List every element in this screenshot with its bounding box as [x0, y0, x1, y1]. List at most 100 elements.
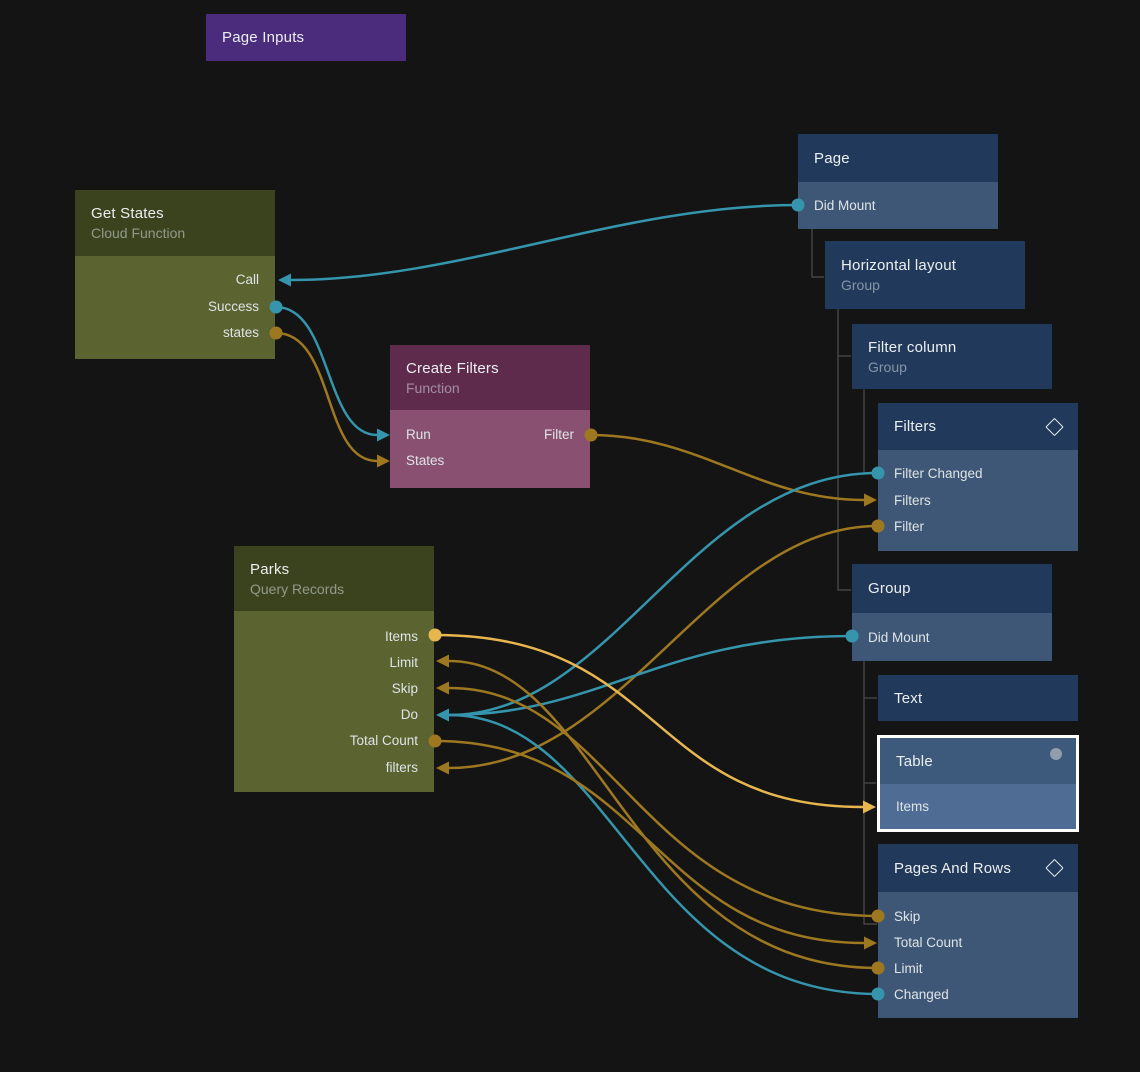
port-arrow-parks-skip[interactable]	[436, 681, 449, 695]
node-title: Filter column	[868, 338, 957, 356]
port-arrow-parks-do[interactable]	[436, 708, 449, 722]
port-label: Total Count	[349, 733, 418, 749]
node-get-states[interactable]: Get States Cloud Function Call Success s…	[75, 190, 275, 360]
port-parks-skip[interactable]: Skip	[234, 675, 434, 701]
port-arrow-table-items[interactable]	[863, 800, 876, 814]
node-page[interactable]: Page Did Mount	[798, 134, 998, 229]
port-dot-getstates-states[interactable]	[269, 326, 283, 340]
node-table[interactable]: Table Items	[880, 738, 1076, 829]
port-dot-pagesandrows-limit[interactable]	[871, 961, 885, 975]
port-output-dots	[269, 198, 885, 1001]
node-header: Page Inputs	[206, 14, 406, 61]
wire-pagesandrows-skip-to-parks-skip[interactable]	[448, 686, 879, 918]
tree-line-group-to-pages-and-rows	[863, 661, 877, 925]
port-parks-do[interactable]: Do	[234, 702, 434, 728]
wire-page-didmount-to-getstates-call[interactable]	[290, 203, 799, 282]
node-text[interactable]: Text	[878, 675, 1078, 721]
port-dot-getstates-success[interactable]	[269, 300, 283, 314]
port-pages-total-count[interactable]: Total Count	[878, 929, 1078, 955]
port-filters-filter-out[interactable]: Filter	[878, 514, 1078, 541]
port-pages-changed[interactable]: Changed	[878, 981, 1078, 1007]
port-arrow-createfilters-states[interactable]	[377, 454, 390, 468]
port-page-did-mount[interactable]: Did Mount	[798, 182, 998, 229]
port-dot-group-didmount[interactable]	[845, 629, 859, 643]
node-filter-column[interactable]: Filter column Group	[852, 324, 1052, 389]
port-parks-filters[interactable]: filters	[234, 754, 434, 780]
port-arrow-createfilters-run[interactable]	[377, 428, 390, 442]
port-get-states-states[interactable]: states	[75, 320, 275, 347]
port-label: Limit	[894, 960, 923, 976]
port-group-did-mount[interactable]: Did Mount	[852, 613, 1052, 661]
wire-createfilters-filter-to-filters-filters[interactable]	[590, 433, 865, 502]
node-header: Filters	[878, 403, 1078, 450]
port-label: Did Mount	[868, 629, 930, 645]
port-label: Items	[384, 628, 418, 644]
node-subtitle: Cloud Function	[91, 225, 186, 241]
node-header: Filter column Group	[852, 324, 1052, 389]
node-group[interactable]: Group Did Mount	[852, 564, 1052, 661]
port-pages-skip[interactable]: Skip	[878, 903, 1078, 929]
node-title: Text	[894, 689, 923, 707]
port-dot-parks-items[interactable]	[428, 628, 442, 642]
port-create-filters-run[interactable]: Run	[406, 426, 431, 442]
wire-parks-totalcount-to-pagesandrows-totalcount[interactable]	[434, 739, 865, 945]
port-dot-pagesandrows-skip[interactable]	[871, 909, 885, 923]
wire-pagesandrows-limit-to-parks-limit[interactable]	[448, 659, 879, 970]
wire-getstates-states-to-createfilters-states[interactable]	[275, 331, 378, 463]
node-body: Call Success states	[75, 256, 275, 360]
node-create-filters[interactable]: Create Filters Function Run Filter State…	[390, 345, 590, 488]
node-title: Page Inputs	[222, 29, 305, 46]
port-dot-createfilters-filter[interactable]	[584, 428, 598, 442]
port-pages-limit[interactable]: Limit	[878, 955, 1078, 981]
port-label: Limit	[389, 654, 418, 670]
tree-line-horizontal-layout-to-group	[837, 309, 851, 591]
port-dot-filters-filterchanged[interactable]	[871, 466, 885, 480]
port-label: Did Mount	[814, 198, 876, 213]
wire-filters-filterchanged-to-parks-do[interactable]	[448, 471, 879, 717]
port-filters-filters-in[interactable]: Filters	[878, 487, 1078, 514]
wire-pagesandrows-changed-to-parks-do[interactable]	[448, 713, 879, 996]
port-arrow-pagesandrows-totalcount[interactable]	[864, 936, 877, 950]
port-arrow-getstates-call[interactable]	[278, 273, 291, 287]
node-body: Skip Total Count Limit Changed	[878, 892, 1078, 1018]
port-create-filters-states[interactable]: States	[390, 448, 590, 475]
node-parks[interactable]: Parks Query Records Items Limit Skip Do …	[234, 546, 434, 793]
port-arrow-filters-filters[interactable]	[864, 493, 877, 507]
node-filters[interactable]: Filters Filter Changed Filters Filter	[878, 403, 1078, 552]
port-arrow-parks-limit[interactable]	[436, 654, 449, 668]
port-dot-filters-filter[interactable]	[871, 519, 885, 533]
node-header: Parks Query Records	[234, 546, 434, 611]
port-arrow-parks-filters[interactable]	[436, 761, 449, 775]
port-table-items[interactable]: Items	[880, 784, 1076, 829]
port-dot-page-didmount[interactable]	[791, 198, 805, 212]
port-parks-total-count[interactable]: Total Count	[234, 728, 434, 754]
port-dot-parks-totalcount[interactable]	[428, 734, 442, 748]
port-label: Call	[235, 271, 259, 287]
node-header: Horizontal layout Group	[825, 241, 1025, 309]
node-title: Group	[868, 580, 911, 597]
node-title: Get States	[91, 205, 164, 222]
tree-line-page-to-horizontal-layout	[811, 229, 824, 278]
port-dot-pagesandrows-changed[interactable]	[871, 987, 885, 1001]
node-header: Create Filters Function	[390, 345, 590, 410]
wire-parks-items-to-table-items-highlighted[interactable]	[434, 633, 864, 809]
node-horizontal-layout[interactable]: Horizontal layout Group	[825, 241, 1025, 309]
port-label: Do	[400, 707, 418, 723]
port-parks-limit[interactable]: Limit	[234, 649, 434, 675]
port-get-states-call[interactable]: Call	[75, 266, 275, 293]
wire-getstates-success-to-createfilters-run[interactable]	[275, 305, 378, 437]
node-page-inputs[interactable]: Page Inputs	[206, 14, 406, 61]
node-title: Page	[814, 149, 850, 167]
port-get-states-success[interactable]: Success	[75, 293, 275, 320]
node-header: Get States Cloud Function	[75, 190, 275, 256]
wire-group-didmount-to-parks-do[interactable]	[448, 634, 853, 717]
port-filters-filter-changed[interactable]: Filter Changed	[878, 460, 1078, 487]
node-pages-and-rows[interactable]: Pages And Rows Skip Total Count Limit Ch…	[878, 844, 1078, 1018]
node-header: Page	[798, 134, 998, 182]
node-header: Table	[880, 738, 1076, 784]
port-create-filters-filter-out[interactable]: Filter	[544, 426, 574, 442]
port-parks-items[interactable]: Items	[234, 623, 434, 649]
port-label: Filters	[894, 492, 931, 508]
